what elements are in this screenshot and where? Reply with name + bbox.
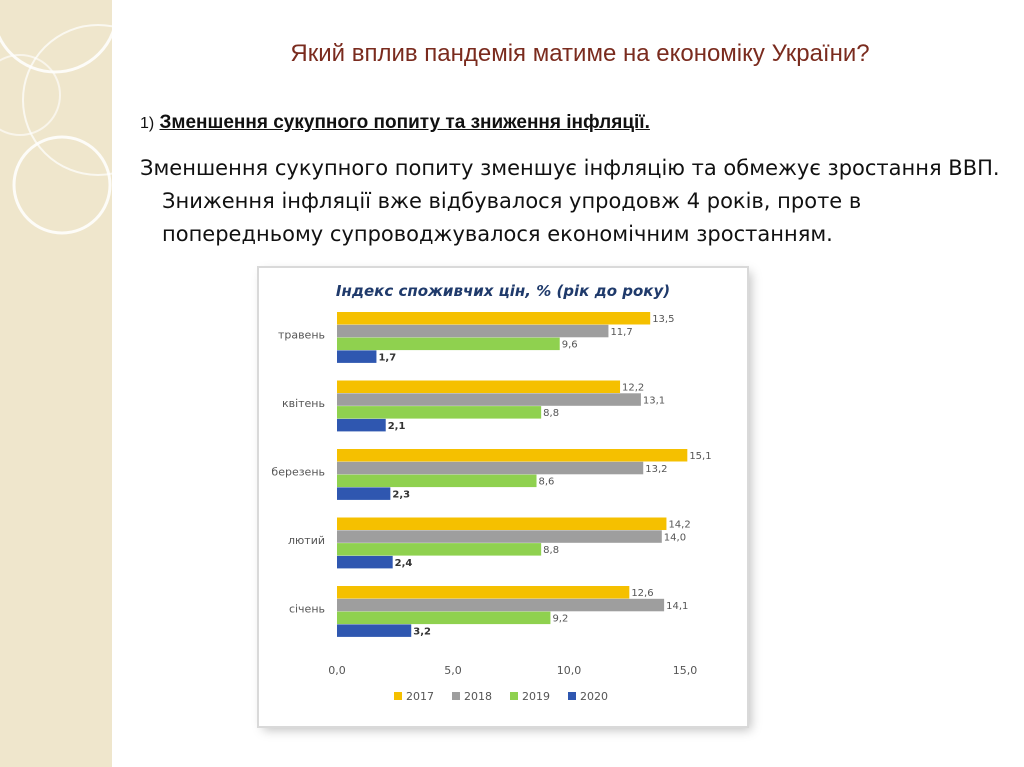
bar-2020 (337, 624, 412, 637)
legend-swatch-2018 (452, 692, 460, 700)
value-label-2017: 12,6 (631, 588, 653, 599)
bar-2017 (337, 312, 651, 325)
value-label-2019: 8,6 (539, 477, 555, 488)
legend-swatch-2019 (510, 692, 518, 700)
subheading-text: Зменшення сукупного попиту та зниження і… (159, 112, 650, 133)
legend-swatch-2020 (568, 692, 576, 700)
cpi-chart: Індекс споживчих цін, % (рік до року) 0,0… (259, 268, 747, 726)
bar-2017 (337, 586, 630, 599)
value-label-2018: 14,1 (666, 601, 688, 612)
decorative-circles (0, 0, 130, 235)
value-label-2018: 14,0 (664, 532, 686, 543)
x-tick-label: 0,0 (328, 664, 346, 677)
value-label-2019: 9,2 (552, 614, 568, 625)
x-tick-label: 15,0 (673, 664, 698, 677)
bar-2018 (337, 461, 644, 475)
bar-2017 (337, 517, 667, 530)
bar-2019 (337, 543, 542, 556)
decorative-side-strip (0, 0, 112, 767)
bar-2019 (337, 611, 551, 625)
category-label: січень (289, 603, 325, 616)
bar-2020 (337, 555, 393, 569)
legend-label-2019: 2019 (522, 690, 550, 703)
bar-2020 (337, 350, 377, 363)
value-label-2017: 12,2 (622, 383, 644, 394)
bar-2020 (337, 487, 391, 500)
legend-label-2020: 2020 (580, 690, 608, 703)
slide-title: Який вплив пандемія матиме на економіку … (290, 40, 870, 67)
bar-2017 (337, 449, 688, 462)
x-tick-label: 10,0 (557, 664, 582, 677)
legend-label-2018: 2018 (464, 690, 492, 703)
value-label-2019: 8,8 (543, 408, 559, 419)
value-label-2020: 3,2 (413, 626, 431, 637)
bar-2019 (337, 406, 542, 419)
value-label-2019: 9,6 (562, 340, 578, 351)
category-label: лютий (288, 534, 325, 547)
legend-label-2017: 2017 (406, 690, 434, 703)
subheading: 1) Зменшення сукупного попиту та зниженн… (140, 112, 650, 134)
bar-2019 (337, 474, 537, 488)
bar-2018 (337, 530, 662, 543)
decor-circle-4 (0, 54, 61, 136)
x-tick-label: 5,0 (444, 664, 462, 677)
decor-circle-1 (0, 0, 119, 74)
legend-swatch-2017 (394, 692, 402, 700)
value-label-2020: 1,7 (378, 352, 396, 363)
value-label-2019: 8,8 (543, 545, 559, 556)
decor-circle-3 (12, 135, 112, 235)
bar-2018 (337, 324, 609, 338)
value-label-2018: 13,2 (645, 464, 667, 475)
value-label-2020: 2,3 (392, 489, 410, 500)
value-label-2017: 14,2 (668, 520, 690, 531)
category-label: березень (271, 466, 325, 479)
bar-2018 (337, 393, 641, 406)
bar-2020 (337, 418, 386, 432)
body-paragraph: Зменшення сукупного попиту зменшує інфля… (140, 156, 1000, 246)
value-label-2018: 13,1 (643, 395, 665, 406)
category-label: квітень (282, 397, 325, 410)
bar-2019 (337, 337, 560, 351)
category-label: травень (278, 329, 325, 342)
decor-circle-2 (22, 24, 130, 176)
bar-2018 (337, 598, 665, 612)
value-label-2017: 15,1 (689, 451, 711, 462)
subheading-number: 1) (140, 115, 155, 132)
bar-2017 (337, 380, 621, 393)
value-label-2017: 13,5 (652, 314, 674, 325)
value-label-2018: 11,7 (610, 327, 632, 338)
cpi-chart-svg: Індекс споживчих цін, % (рік до року) 0,0… (271, 282, 711, 703)
chart-title: Індекс споживчих цін, % (рік до року) (336, 282, 670, 300)
value-label-2020: 2,4 (395, 558, 413, 569)
value-label-2020: 2,1 (388, 421, 406, 432)
